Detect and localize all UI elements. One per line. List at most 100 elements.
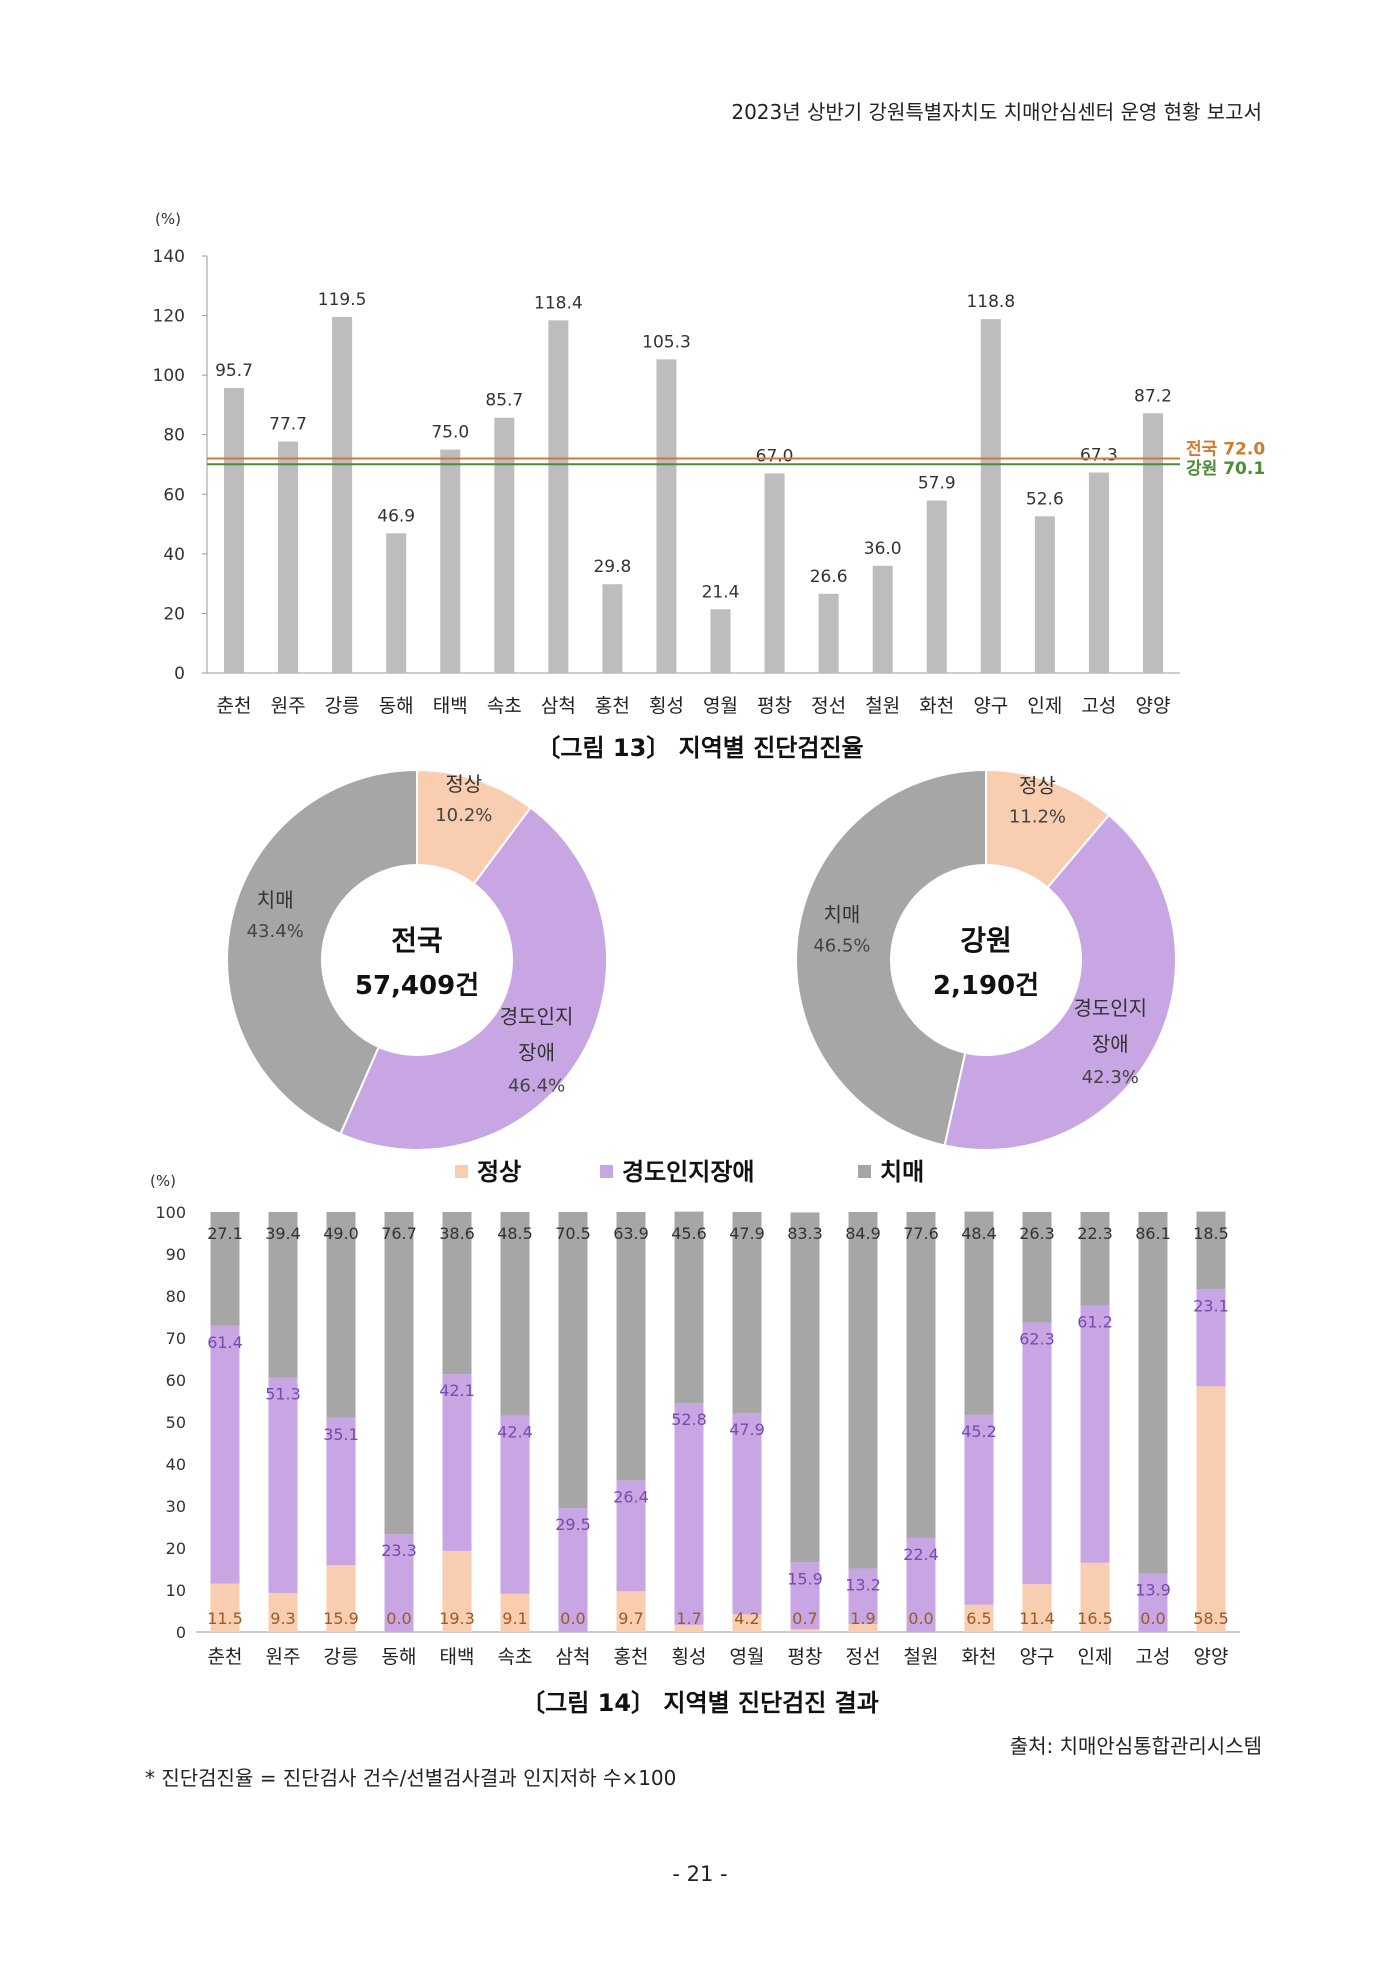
fig13-bar <box>494 417 515 673</box>
donut-value-dementia: 46.5% <box>813 936 870 957</box>
fig13-value-label: 52.6 <box>1026 489 1064 509</box>
fig14-bar-segment <box>1022 1584 1052 1632</box>
source-note: 출처: 치매안심통합관리시스템 <box>1009 1734 1262 1758</box>
fig14-bar-segment <box>268 1212 298 1378</box>
fig14-x-tick-label: 화천 <box>962 1646 997 1668</box>
fig13-reference-label: 강원 70.1 <box>1186 459 1265 479</box>
fig14-bar-segment <box>1080 1562 1110 1632</box>
fig14-dementia-label: 48.4 <box>961 1224 997 1243</box>
fig14-legend-label: 치매 <box>880 1158 924 1186</box>
fig14-bar-segment <box>326 1417 356 1566</box>
fig14-legend-label: 경도인지장애 <box>622 1158 754 1186</box>
fig14-legend-swatch <box>600 1165 613 1178</box>
fig14-dementia-label: 38.6 <box>439 1224 475 1243</box>
fig13-bar <box>1142 413 1163 673</box>
fig13-bar <box>602 584 623 673</box>
fig14-bar-segment <box>674 1211 704 1404</box>
fig14-dementia-label: 47.9 <box>729 1224 765 1243</box>
fig14-bar-segment <box>616 1480 646 1592</box>
fig14-bar-segment <box>558 1212 588 1509</box>
fig14-bar-segment <box>558 1508 588 1632</box>
donut-value-mci: 46.4% <box>508 1076 565 1097</box>
fig14-x-tick-label: 동해 <box>382 1646 417 1668</box>
fig14-legend-swatch <box>858 1165 871 1178</box>
fig13-x-tick-label: 양구 <box>973 695 1008 717</box>
fig14-x-tick-label: 강릉 <box>324 1646 359 1668</box>
fig13-value-label: 46.9 <box>377 506 415 526</box>
fig14-mci-label: 47.9 <box>729 1420 765 1439</box>
document-header: 2023년 상반기 강원특별자치도 치매안심센터 운영 현황 보고서 <box>731 100 1262 124</box>
fig14-dementia-label: 70.5 <box>555 1224 591 1243</box>
fig14-x-tick-label: 원주 <box>266 1646 301 1668</box>
fig13-x-tick-label: 홍천 <box>595 695 630 717</box>
fig14-y-tick-label: 0 <box>176 1623 186 1642</box>
fig13-value-label: 36.0 <box>864 539 902 559</box>
fig14-dementia-label: 63.9 <box>613 1224 649 1243</box>
fig14-dementia-label: 49.0 <box>323 1224 359 1243</box>
donut-label-mci: 경도인지 <box>1073 996 1147 1020</box>
fig14-legend-swatch <box>455 1165 468 1178</box>
fig13-bar <box>224 387 245 673</box>
fig14-bar-segment <box>384 1212 414 1535</box>
fig14-y-tick-label: 50 <box>166 1413 186 1432</box>
fig14-x-tick-label: 정선 <box>846 1646 881 1668</box>
fig14-dementia-label: 86.1 <box>1135 1224 1171 1243</box>
figure14-caption: 〔그림 14〕 지역별 진단검진 결과 <box>521 1689 879 1717</box>
fig14-bar-segment <box>500 1212 530 1416</box>
fig14-bar-segment <box>964 1211 994 1415</box>
fig14-bar-segment <box>790 1562 820 1630</box>
fig14-bar-segment <box>326 1565 356 1632</box>
fig14-normal-label: 0.0 <box>1140 1609 1165 1628</box>
fig14-dementia-label: 26.3 <box>1019 1224 1055 1243</box>
fig13-y-tick-label: 100 <box>153 366 185 386</box>
fig14-x-tick-label: 인제 <box>1078 1646 1113 1668</box>
fig13-value-label: 95.7 <box>215 361 253 381</box>
fig13-bar <box>278 441 299 673</box>
fig14-x-tick-label: 철원 <box>904 1646 939 1668</box>
fig14-mci-label: 61.2 <box>1077 1313 1113 1332</box>
fig14-bar-segment <box>1022 1322 1052 1585</box>
fig14-normal-label: 11.5 <box>207 1609 243 1628</box>
fig14-y-tick-label: 20 <box>166 1539 186 1558</box>
fig14-bar-segment <box>616 1212 646 1481</box>
fig13-y-tick-label: 40 <box>163 545 185 565</box>
fig14-mci-label: 61.4 <box>207 1333 243 1352</box>
fig14-mci-label: 42.4 <box>497 1423 533 1442</box>
fig14-bar-segment <box>268 1377 298 1593</box>
fig14-bar-segment <box>790 1629 820 1632</box>
fig14-normal-label: 19.3 <box>439 1609 475 1628</box>
donut-center-title: 강원 <box>960 924 1012 957</box>
fig13-y-tick-label: 60 <box>163 485 185 505</box>
fig14-y-tick-label: 10 <box>166 1581 186 1600</box>
fig14-dementia-label: 83.3 <box>787 1224 823 1243</box>
fig14-bar-segment <box>732 1212 762 1414</box>
fig14-bar-segment <box>964 1604 994 1632</box>
figure13-caption: 〔그림 13〕 지역별 진단검진율 <box>536 734 864 762</box>
fig14-bar-segment <box>210 1325 240 1584</box>
fig13-value-label: 21.4 <box>702 582 740 602</box>
fig14-bar-segment <box>1022 1212 1052 1323</box>
fig14-bar-segment <box>848 1212 878 1569</box>
fig14-dementia-label: 22.3 <box>1077 1224 1113 1243</box>
fig14-y-tick-label: 60 <box>166 1371 186 1390</box>
fig13-value-label: 118.4 <box>534 293 583 313</box>
fig14-bar-segment <box>964 1414 994 1605</box>
donut-value-normal: 11.2% <box>1009 806 1066 827</box>
fig14-bar-segment <box>1080 1305 1110 1563</box>
fig13-x-tick-label: 태백 <box>433 695 468 717</box>
donut-label-normal: 정상 <box>445 772 482 796</box>
donut-value-mci: 42.3% <box>1082 1067 1139 1088</box>
fig13-x-tick-label: 영월 <box>703 695 738 717</box>
fig13-bar <box>440 449 461 673</box>
fig14-y-tick-label: 90 <box>166 1245 186 1264</box>
fig14-bar-segment <box>210 1583 240 1632</box>
fig14-bar-segment <box>442 1550 472 1632</box>
page-number: - 21 - <box>672 1862 728 1886</box>
fig14-normal-label: 9.3 <box>270 1609 295 1628</box>
fig14-bar-segment <box>384 1534 414 1632</box>
fig14-mci-label: 52.8 <box>671 1410 707 1429</box>
fig14-mci-label: 23.1 <box>1193 1296 1229 1315</box>
fig14-dementia-label: 76.7 <box>381 1224 417 1243</box>
fig14-normal-label: 0.0 <box>560 1609 585 1628</box>
fig14-bar-segment <box>442 1212 472 1375</box>
